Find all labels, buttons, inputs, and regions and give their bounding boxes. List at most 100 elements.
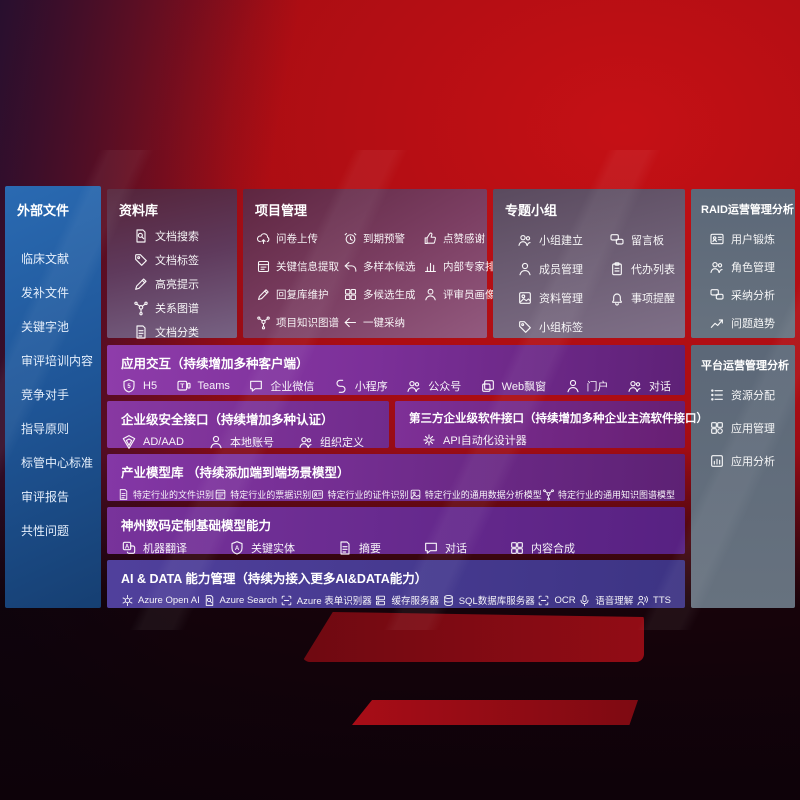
interaction-item-dialog[interactable]: 对话 <box>627 378 671 394</box>
sidebar-item-guidelines[interactable]: 指导原则 <box>5 411 101 445</box>
platform-item-app-manage[interactable]: 应用管理 <box>709 420 795 436</box>
album-icon <box>517 290 533 306</box>
sidebar-item-label: 共性问题 <box>21 523 70 538</box>
sidebar-item-keyword-pool[interactable]: 关键字池 <box>5 309 101 343</box>
interaction-title: 应用交互（持续增加多种客户端） <box>121 357 309 371</box>
library-item-doc-tag[interactable]: 文档标签 <box>133 252 237 268</box>
base-model-capability-band: 神州数码定制基础模型能力 机器翻译 关键实体 摘要 对话 内容合成 <box>107 507 685 556</box>
item-label: OCR <box>554 594 576 606</box>
sidebar-item-label: 发补文件 <box>21 285 70 300</box>
item-label: 公众号 <box>428 381 462 393</box>
item-label: Azure 表单识别器 <box>296 596 372 607</box>
group-item-bbs[interactable]: 留言板 <box>609 232 685 248</box>
raid-item-role-manage[interactable]: 角色管理 <box>709 259 795 275</box>
sidebar-item-standards-center[interactable]: 标管中心标准 <box>5 445 101 479</box>
raid-item-issue-trend[interactable]: 问题趋势 <box>709 315 795 331</box>
library-item-relation-graph[interactable]: 关系图谱 <box>133 300 237 316</box>
role-people-icon <box>709 259 725 275</box>
project-management-panel: 项目管理 问卷上传 到期预警 点赞感谢 关键信息提取 多样本候选 内部专家排名 … <box>243 189 506 338</box>
item-label: 评审员画像 <box>443 289 496 301</box>
sidebar-item-supplement-files[interactable]: 发补文件 <box>5 275 101 309</box>
highlight-pen-icon <box>133 276 149 292</box>
sidebar-item-label: 标管中心标准 <box>21 455 94 470</box>
security-item-org-define[interactable]: 组织定义 <box>298 434 364 450</box>
digital-title: 神州数码定制基础模型能力 <box>121 519 272 533</box>
sidebar-item-label: 审评报告 <box>21 489 70 504</box>
industry-item-data-model[interactable]: 特定行业的通用数据分析模型 <box>409 488 542 501</box>
project-item-like-thanks[interactable]: 点赞感谢 <box>423 231 506 246</box>
project-item-multi-generate[interactable]: 多候选生成 <box>343 287 423 302</box>
sidebar-item-review-training[interactable]: 审评培训内容 <box>5 343 101 377</box>
item-label: 文档分类 <box>155 327 199 339</box>
project-item-info-extract[interactable]: 关键信息提取 <box>256 259 343 274</box>
item-label: 关键信息提取 <box>276 261 339 273</box>
wechat-work-icon <box>248 378 264 394</box>
group-title: 专题小组 <box>505 203 558 218</box>
project-item-due-alert[interactable]: 到期预警 <box>343 231 423 246</box>
group-item-create[interactable]: 小组建立 <box>517 232 609 248</box>
project-item-one-click-adopt[interactable]: 一键采纳 <box>343 315 423 330</box>
aidata-item-cache-server[interactable]: 缓存服务器 <box>374 593 439 607</box>
group-item-reminder[interactable]: 事项提醒 <box>609 290 685 306</box>
project-item-expert-rank[interactable]: 内部专家排名 <box>423 259 506 274</box>
aidata-item-tts[interactable]: TTS <box>636 594 671 607</box>
aidata-item-azure-search[interactable]: Azure Search <box>203 594 278 607</box>
interaction-item-portal[interactable]: 门户 <box>565 378 609 394</box>
project-item-multi-sample[interactable]: 多样本候选 <box>343 259 423 274</box>
interaction-item-wechat-work[interactable]: 企业微信 <box>248 378 314 394</box>
item-label: Azure Search <box>219 594 278 606</box>
library-item-doc-search[interactable]: 文档搜索 <box>133 228 237 244</box>
interaction-item-h5[interactable]: H5 <box>121 378 157 394</box>
digital-item-summary[interactable]: 摘要 <box>337 540 381 556</box>
project-item-knowledge-graph[interactable]: 项目知识图谱 <box>256 315 343 330</box>
interaction-item-official-account[interactable]: 公众号 <box>406 378 461 394</box>
raid-item-adopt-analysis[interactable]: 采纳分析 <box>709 287 795 303</box>
item-label: 项目知识图谱 <box>276 317 339 329</box>
digital-item-compose[interactable]: 内容合成 <box>509 540 575 556</box>
item-label: H5 <box>143 380 158 392</box>
interaction-item-teams[interactable]: Teams <box>176 378 230 394</box>
aidata-item-ocr[interactable]: OCR <box>537 594 576 607</box>
group-item-materials[interactable]: 资料管理 <box>517 290 609 306</box>
item-label: 用户锻炼 <box>731 234 775 246</box>
project-item-survey-upload[interactable]: 问卷上传 <box>256 231 343 246</box>
sidebar-item-label: 关键字池 <box>21 319 70 334</box>
background-red-strip <box>352 700 638 725</box>
industry-item-file-recognize[interactable]: 特定行业的文件识别 <box>117 488 214 501</box>
group-item-tags[interactable]: 小组标签 <box>517 319 609 335</box>
aidata-item-sql-db[interactable]: SQL数据库服务器 <box>442 593 535 607</box>
sidebar-item-review-reports[interactable]: 审评报告 <box>5 479 101 513</box>
interaction-item-miniprogram[interactable]: 小程序 <box>333 378 388 394</box>
project-item-reviewer-portrait[interactable]: 评审员画像 <box>423 287 506 302</box>
library-title: 资料库 <box>119 203 159 218</box>
platform-item-resource-allocation[interactable]: 资源分配 <box>709 387 795 403</box>
item-label: 多候选生成 <box>363 289 416 301</box>
item-label: 企业微信 <box>270 381 315 393</box>
digital-item-key-entity[interactable]: 关键实体 <box>229 540 295 556</box>
aidata-item-openai[interactable]: Azure Open AI <box>121 594 200 607</box>
digital-item-translate[interactable]: 机器翻译 <box>121 540 187 556</box>
platform-item-app-analysis[interactable]: 应用分析 <box>709 453 795 469</box>
item-label: SQL数据库服务器 <box>458 596 535 607</box>
library-item-highlight[interactable]: 高亮提示 <box>133 276 237 292</box>
digital-item-chat[interactable]: 对话 <box>423 540 467 556</box>
library-item-doc-classify[interactable]: 文档分类 <box>133 324 237 340</box>
industry-item-cert-recognize[interactable]: 特定行业的证件识别 <box>311 488 408 501</box>
security-item-local-account[interactable]: 本地账号 <box>208 434 274 450</box>
aidata-item-speech[interactable]: 语音理解 <box>578 593 633 607</box>
sidebar-item-common-issues[interactable]: 共性问题 <box>5 513 101 547</box>
item-label: 小程序 <box>354 381 388 393</box>
industry-item-bill-recognize[interactable]: 特定行业的票据识别 <box>214 488 311 501</box>
security-item-ad-aad[interactable]: AD/AAD <box>121 434 184 450</box>
group-item-members[interactable]: 成员管理 <box>517 261 609 277</box>
sidebar-item-competitors[interactable]: 竞争对手 <box>5 377 101 411</box>
project-item-reply-maintain[interactable]: 回复库维护 <box>256 287 343 302</box>
item-label: 组织定义 <box>319 437 364 449</box>
industry-item-kg-model[interactable]: 特定行业的通用知识图谱模型 <box>542 488 675 501</box>
interaction-item-web-window[interactable]: Web飘窗 <box>480 378 546 394</box>
aidata-item-form-recognizer[interactable]: Azure 表单识别器 <box>280 593 372 607</box>
sidebar-item-clinical-literature[interactable]: 临床文献 <box>5 241 101 275</box>
group-item-todo[interactable]: 代办列表 <box>609 261 685 277</box>
raid-item-user-training[interactable]: 用户锻炼 <box>709 231 795 247</box>
thirdparty-item-api-designer[interactable]: API自动化设计器 <box>421 432 527 448</box>
